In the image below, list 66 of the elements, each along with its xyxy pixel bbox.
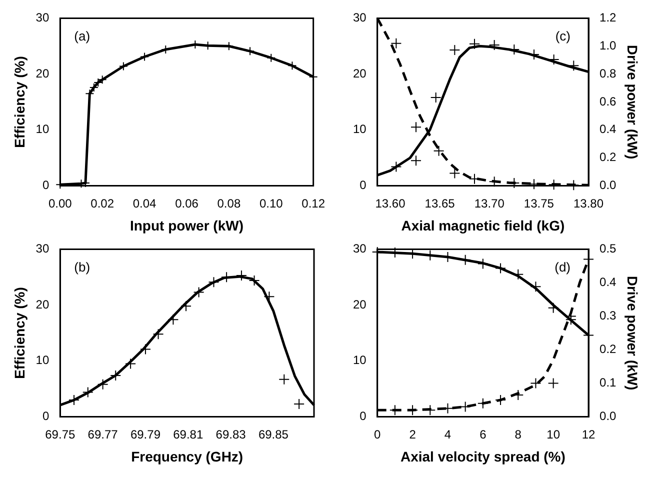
x-tick-label: 2 [409, 427, 416, 442]
x-tick-label: 69.83 [216, 427, 246, 442]
x-tick-label: 8 [514, 427, 522, 442]
y-tick-label: 10 [352, 122, 367, 136]
x-tick-label: 13.60 [375, 196, 406, 210]
x-axis-title: Axial magnetic field (kG) [401, 217, 565, 234]
x-tick-label: 69.79 [130, 427, 161, 442]
annotation: (d) [554, 259, 571, 274]
y2-tick-label: 0.4 [600, 275, 617, 290]
x-tick-label: 69.75 [45, 427, 76, 442]
y-tick-label: 30 [36, 242, 50, 256]
annotation: (c) [555, 28, 571, 44]
y-tick-label: 30 [36, 10, 50, 25]
x-tick-label: 0.12 [302, 196, 326, 210]
y-tick-label: 30 [352, 242, 367, 256]
y-tick-label: 10 [36, 353, 50, 368]
y-tick-label: 10 [36, 122, 50, 136]
y2-tick-label: 0.0 [600, 409, 617, 424]
y-tick-label: 20 [36, 297, 50, 312]
x-tick-label: 4 [444, 427, 452, 442]
x-tick-label: 13.65 [424, 196, 456, 210]
y-axis-title: Efficiency (%) [11, 287, 28, 379]
x-tick-label: 0.06 [175, 196, 199, 210]
y2-axis-title: Drive power (kW) [624, 276, 641, 390]
y2-tick-label: 1.2 [600, 10, 617, 25]
x-tick-label: 0.08 [217, 196, 241, 210]
x-tick-label: 13.75 [524, 196, 554, 210]
x-tick-label: 69.85 [258, 427, 289, 442]
y-tick-label: 0 [42, 178, 50, 192]
x-tick-label: 13.70 [474, 196, 505, 210]
y-tick-label: 10 [352, 353, 367, 368]
x-tick-label: 12 [582, 427, 596, 442]
x-tick-label: 6 [480, 427, 487, 442]
y2-axis-title: Drive power (kW) [624, 44, 641, 160]
y-tick-label: 20 [352, 297, 367, 312]
x-axis-title: Input power (kW) [130, 217, 244, 234]
y2-tick-label: 0.4 [600, 122, 617, 136]
annotation: (b) [74, 259, 90, 274]
x-tick-label: 0.02 [90, 196, 114, 210]
x-axis-title: Axial velocity spread (%) [400, 448, 566, 464]
y-tick-label: 20 [36, 66, 50, 80]
x-tick-label: 13.80 [574, 196, 604, 210]
y2-tick-label: 0.2 [600, 342, 617, 356]
x-tick-label: 0 [374, 427, 382, 442]
y-tick-label: 0 [360, 178, 367, 192]
x-tick-label: 10 [546, 427, 560, 442]
y-tick-label: 30 [352, 10, 367, 25]
y2-tick-label: 0.0 [600, 178, 617, 192]
x-tick-label: 0.00 [48, 196, 72, 210]
y2-tick-label: 0.6 [600, 94, 617, 108]
y2-tick-label: 0.8 [600, 66, 617, 80]
x-tick-label: 0.10 [259, 196, 284, 210]
y-tick-label: 20 [352, 66, 367, 80]
x-tick-label: 0.04 [132, 196, 157, 210]
y-tick-label: 0 [42, 409, 50, 424]
y-axis-title: Efficiency (%) [11, 56, 28, 148]
x-tick-label: 69.81 [173, 427, 204, 442]
y2-tick-label: 0.1 [600, 376, 617, 390]
x-axis-title: Frequency (GHz) [131, 448, 244, 464]
y2-tick-label: 0.2 [600, 150, 617, 164]
x-tick-label: 69.77 [88, 427, 118, 442]
y2-tick-label: 0.5 [600, 242, 617, 256]
y-tick-label: 0 [360, 409, 367, 424]
y2-tick-label: 1.0 [600, 38, 617, 52]
annotation: (a) [74, 28, 90, 44]
y2-tick-label: 0.3 [600, 308, 617, 323]
